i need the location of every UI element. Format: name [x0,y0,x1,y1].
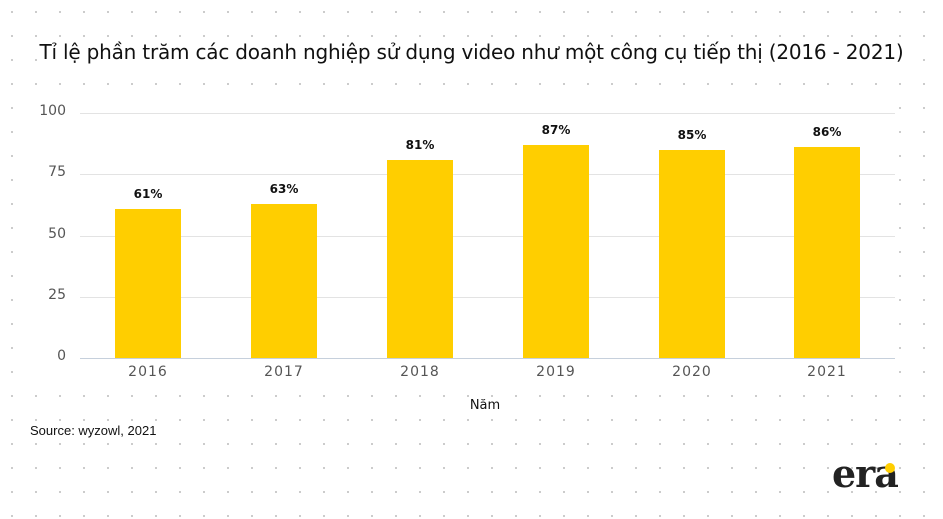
gridline [80,297,895,298]
y-tick-label: 100 [39,103,66,119]
gridline [80,113,895,114]
bar-2021 [794,147,860,358]
bar-2019 [523,145,589,358]
logo-accent-dot-icon [885,463,895,473]
y-tick-label: 50 [48,226,66,242]
value-label: 63% [269,182,299,196]
x-tick-label: 2017 [264,364,304,380]
bar-2016 [115,209,181,358]
bar-2020 [659,150,725,358]
y-tick-label: 25 [48,287,66,303]
x-axis-label: Năm [469,398,501,413]
x-tick-label: 2020 [672,364,712,380]
x-axis-line [80,358,895,359]
value-label: 61% [133,187,163,201]
x-tick-label: 2019 [536,364,576,380]
value-label: 86% [812,125,842,139]
value-label: 85% [677,128,707,142]
x-tick-label: 2021 [807,364,847,380]
y-tick-label: 75 [48,164,66,180]
era-logo: era [832,451,899,496]
value-label: 87% [541,123,571,137]
x-tick-label: 2016 [128,364,168,380]
gridline [80,236,895,237]
value-label: 81% [405,138,435,152]
source-note: Source: wyzowl, 2021 [28,423,159,438]
chart-title: Tỉ lệ phần trăm các doanh nghiệp sử dụng… [37,40,906,64]
x-tick-label: 2018 [400,364,440,380]
y-tick-label: 0 [57,348,66,364]
bar-2018 [387,160,453,358]
bar-2017 [251,204,317,358]
gridline [80,174,895,175]
